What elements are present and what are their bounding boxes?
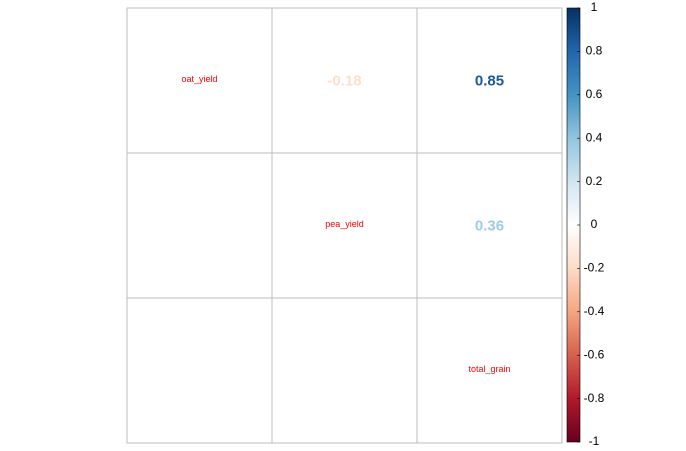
colorbar-tick-label: -0.2 [584, 261, 605, 275]
matrix-cell [126, 152, 273, 299]
matrix-cell [416, 297, 563, 444]
correlation-value-label: 0.36 [475, 217, 504, 234]
matrix-cell [416, 7, 563, 154]
colorbar-tick-label: 0 [591, 217, 598, 231]
colorbar-tick-label: -1 [589, 434, 600, 448]
matrix-cell [271, 297, 418, 444]
colorbar-tick-label: 1 [591, 0, 598, 14]
matrix-cells [126, 7, 563, 444]
matrix-labels: oat_yield pea_yield total_grain -0.18 0.85 0.… [181, 72, 510, 373]
colorbar-tick-label: 0.8 [586, 44, 603, 58]
correlation-value-label: 0.85 [475, 72, 504, 89]
colorbar-tick-label: 0.4 [586, 130, 603, 144]
colorbar-tick-label: 0.2 [586, 174, 603, 188]
diagonal-variable-label: oat_yield [181, 74, 217, 84]
matrix-cell [126, 297, 273, 444]
colorbar-tick-label: -0.6 [584, 347, 605, 361]
colorbar-tick-label: -0.4 [584, 304, 605, 318]
diagonal-variable-label: total_grain [468, 364, 510, 374]
correlation-value-label: -0.18 [327, 72, 361, 89]
colorbar-tick-label: -0.8 [584, 391, 605, 405]
matrix-cell [416, 152, 563, 299]
matrix-cell [271, 7, 418, 154]
colorbar: 1 0.8 0.6 0.4 0.2 0 -0.2 -0.4 -0.6 -0.8 -1 [566, 0, 605, 448]
matrix-cell [271, 152, 418, 299]
colorbar-tick-label: 0.6 [586, 87, 603, 101]
diagonal-variable-label: pea_yield [325, 219, 364, 229]
matrix-cell [126, 7, 273, 154]
